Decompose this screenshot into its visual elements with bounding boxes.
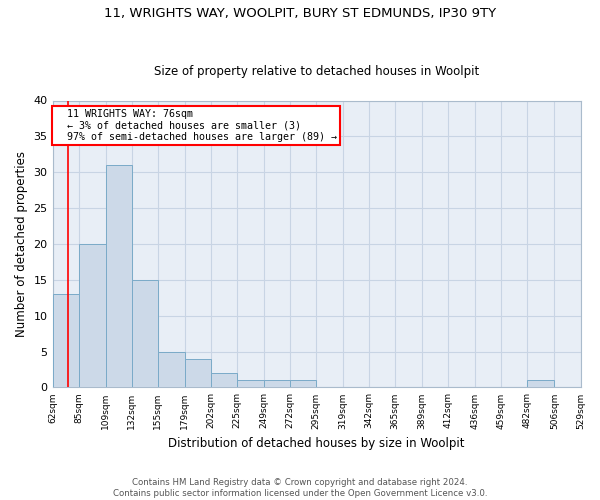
Bar [79, 244, 106, 388]
Text: Contains HM Land Registry data © Crown copyright and database right 2024.
Contai: Contains HM Land Registry data © Crown c… [113, 478, 487, 498]
Bar [211, 373, 237, 388]
Bar [237, 380, 264, 388]
X-axis label: Distribution of detached houses by size in Woolpit: Distribution of detached houses by size … [168, 437, 465, 450]
Bar [53, 294, 79, 388]
Bar [290, 380, 316, 388]
Bar [131, 280, 158, 388]
Title: Size of property relative to detached houses in Woolpit: Size of property relative to detached ho… [154, 66, 479, 78]
Bar [264, 380, 290, 388]
Bar [527, 380, 554, 388]
Bar [158, 352, 185, 388]
Text: 11, WRIGHTS WAY, WOOLPIT, BURY ST EDMUNDS, IP30 9TY: 11, WRIGHTS WAY, WOOLPIT, BURY ST EDMUND… [104, 8, 496, 20]
Text: 11 WRIGHTS WAY: 76sqm
  ← 3% of detached houses are smaller (3)
  97% of semi-de: 11 WRIGHTS WAY: 76sqm ← 3% of detached h… [55, 109, 337, 142]
Y-axis label: Number of detached properties: Number of detached properties [15, 151, 28, 337]
Bar [185, 358, 211, 388]
Bar [106, 165, 131, 388]
